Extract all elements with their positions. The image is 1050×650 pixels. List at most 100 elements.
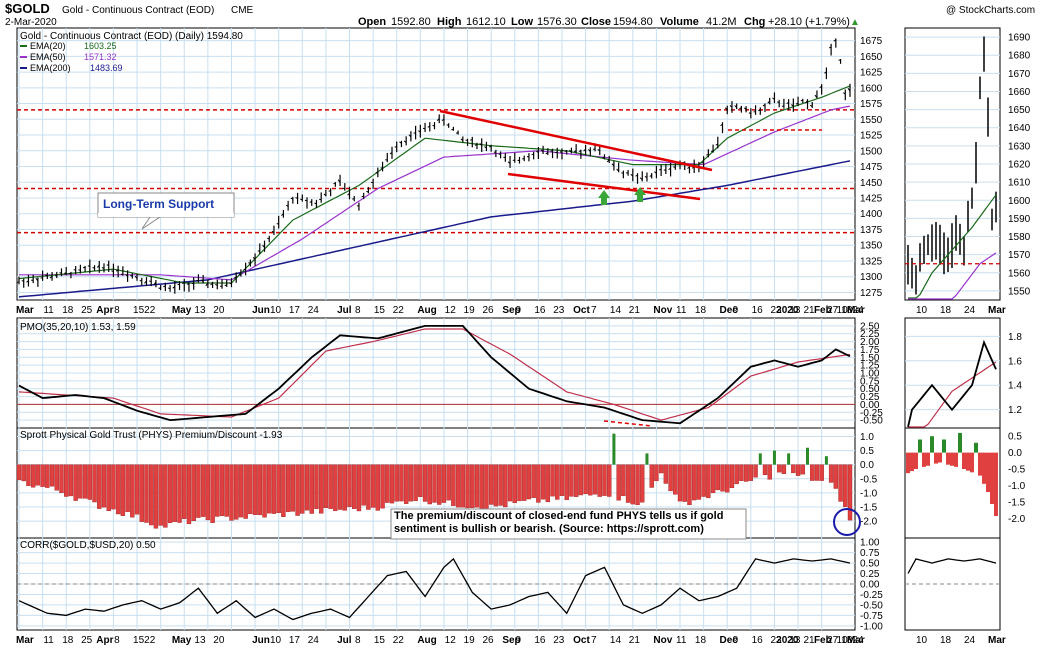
price-bar-open <box>54 274 58 277</box>
volume-label: Volume <box>660 16 699 28</box>
zoom-y-tick-label: 1580 <box>1008 232 1031 243</box>
premium-bar-negative <box>97 464 102 509</box>
premium-bar-negative <box>35 464 41 486</box>
green-arrow-icon <box>634 187 646 202</box>
x-month-label: 2020 <box>776 635 799 646</box>
zoom-x-tick-label: 18 <box>940 635 952 646</box>
price-bar-open <box>531 153 534 156</box>
premium-bar-positive <box>612 433 616 465</box>
close-value: 1594.80 <box>613 16 653 28</box>
x-month-label: Aug <box>417 635 436 646</box>
price-bar-open <box>233 276 237 279</box>
price-bar-open <box>824 71 827 74</box>
premium-bar-negative <box>781 464 787 474</box>
x-day-label: 1522 <box>133 635 156 646</box>
x-month-label: Mar <box>16 305 34 316</box>
premium-bar-negative <box>252 464 258 515</box>
pmo-title: PMO(35,20,10) 1.53, 1.59 <box>20 322 136 333</box>
x-day-label: 20 <box>213 305 225 316</box>
chg-label: Chg <box>744 16 765 28</box>
zoom-y-tick-label: 1660 <box>1008 87 1031 98</box>
premium-bar-negative <box>470 464 475 508</box>
zoom-premium-bar-negative <box>994 452 998 516</box>
x-day-label: 8 <box>355 635 361 646</box>
x-day-label: 14 <box>610 635 622 646</box>
premium-bar-negative <box>229 464 234 521</box>
ema200-name: EMA(200) <box>30 63 71 73</box>
x-month-label: Sep <box>502 635 520 646</box>
premium-bar-negative <box>389 464 395 504</box>
premium-bar-negative <box>767 464 772 480</box>
premium-bar-negative <box>243 464 248 519</box>
zoom-y-tick-label: -0.5 <box>1008 465 1026 476</box>
x-day-label: 23 <box>553 305 565 316</box>
premium-bar-negative <box>30 464 36 488</box>
premium-bar-negative <box>281 464 286 517</box>
x-day-label: 13 <box>194 305 206 316</box>
premium-bar-negative <box>172 464 178 522</box>
premium-bar-negative <box>701 464 706 497</box>
price-bar-open <box>616 168 620 172</box>
zoom-y-tick-label: 1670 <box>1008 69 1031 80</box>
premium-bar-negative <box>49 464 55 487</box>
ema50-value: 1571.32 <box>84 52 117 62</box>
open-label: Open <box>358 16 386 28</box>
price-bar-open <box>536 150 539 154</box>
y-tick-label: 0.75 <box>860 376 880 387</box>
price-bar-open <box>125 273 128 277</box>
price-bar-open <box>833 39 837 42</box>
x-day-label: 7 <box>591 635 597 646</box>
zoom-y-tick-label: 1650 <box>1008 105 1031 116</box>
premium-bar-negative <box>267 464 272 514</box>
zoom-premium-bar-negative <box>966 452 970 471</box>
x-day-label: 24 <box>308 305 320 316</box>
premium-bar-negative <box>536 464 541 503</box>
ohlc-readout: Open 1592.80 High 1612.10 Low 1576.30 Cl… <box>358 16 860 28</box>
price-bar-open <box>26 280 29 283</box>
premium-bar-negative <box>78 464 83 499</box>
premium-bar-negative <box>654 464 659 482</box>
zoom-ema50-line <box>908 252 997 300</box>
premium-bar-negative <box>394 464 399 502</box>
y-tick-label: 2.50 <box>860 321 880 332</box>
y-tick-label: 0.50 <box>860 559 880 570</box>
premium-bar-negative <box>673 464 678 495</box>
price-bar-open <box>96 265 100 268</box>
premium-bar-negative <box>342 464 347 511</box>
y-tick-label: 1600 <box>860 83 883 94</box>
premium-bar-negative <box>791 464 796 474</box>
price-bar-open <box>59 272 62 274</box>
premium-bar-negative <box>271 464 277 514</box>
x-day-label: 13 <box>789 635 801 646</box>
price-bar-open <box>347 193 350 196</box>
premium-bar-negative <box>210 464 215 523</box>
x-day-label: 16 <box>534 635 546 646</box>
premium-bar-positive <box>772 450 776 465</box>
premium-bar-negative <box>200 464 206 517</box>
price-bar-open <box>238 273 242 276</box>
price-bar-open <box>753 110 756 113</box>
price-bar-open <box>441 118 445 122</box>
zoom-premium-bar-negative <box>978 452 982 476</box>
zoom-x-tick-label: Mar <box>988 635 1006 646</box>
x-day-label: 18 <box>62 635 74 646</box>
price-bar-open <box>224 284 227 287</box>
y-tick-label: 1350 <box>860 241 883 252</box>
premium-bar-negative <box>479 464 484 510</box>
zoom-premium-bar-negative <box>922 452 926 467</box>
x-day-label: 1824 <box>841 635 864 646</box>
y-tick-label: 1525 <box>860 131 883 142</box>
x-day-label: 10 <box>837 305 849 316</box>
price-bar-open <box>158 287 161 290</box>
x-month-label: Mar <box>847 305 865 316</box>
premium-bar-negative <box>621 464 626 497</box>
premium-bar-negative <box>196 464 201 518</box>
premium-bar-negative <box>451 464 456 506</box>
x-day-label: 14 <box>610 305 622 316</box>
price-bar-open <box>484 146 487 149</box>
price-bar-open <box>182 282 185 285</box>
x-day-label: 10 <box>270 635 282 646</box>
premium-bar-negative <box>418 464 423 497</box>
premium-bar-negative <box>569 464 574 497</box>
pmo-lines <box>18 324 851 425</box>
